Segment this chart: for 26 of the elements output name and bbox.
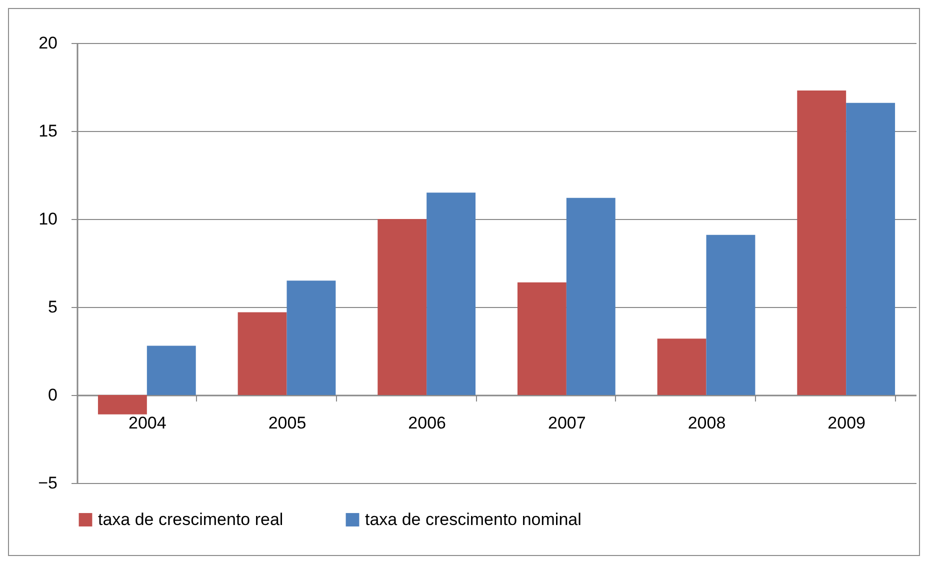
x-tick-label: 2009: [828, 414, 866, 432]
bar: [98, 395, 147, 414]
bar: [517, 282, 566, 395]
legend-label: taxa de crescimento real: [98, 510, 284, 529]
bar: [426, 192, 476, 395]
bar: [286, 280, 336, 395]
x-tick-label: 2006: [408, 414, 446, 432]
bar: [378, 219, 427, 395]
x-tick-label: 2005: [268, 414, 306, 432]
bar: [238, 312, 287, 395]
y-tick-label: 20: [38, 34, 58, 52]
bar: [846, 102, 896, 395]
bar: [797, 90, 846, 395]
bar: [146, 346, 196, 395]
x-tick-label: 2008: [688, 414, 726, 432]
y-tick-label: 10: [38, 210, 58, 228]
y-tick-label: 0: [48, 386, 58, 404]
y-tick-label: −5: [38, 474, 58, 492]
x-tick-label: 2004: [128, 414, 166, 432]
bar: [706, 234, 756, 395]
y-tick-label: 15: [38, 122, 58, 140]
y-tick-label: 5: [48, 298, 58, 316]
bar: [657, 338, 706, 395]
bar: [566, 198, 616, 395]
legend-label: taxa de crescimento nominal: [365, 510, 582, 529]
x-tick-label: 2007: [548, 414, 586, 432]
